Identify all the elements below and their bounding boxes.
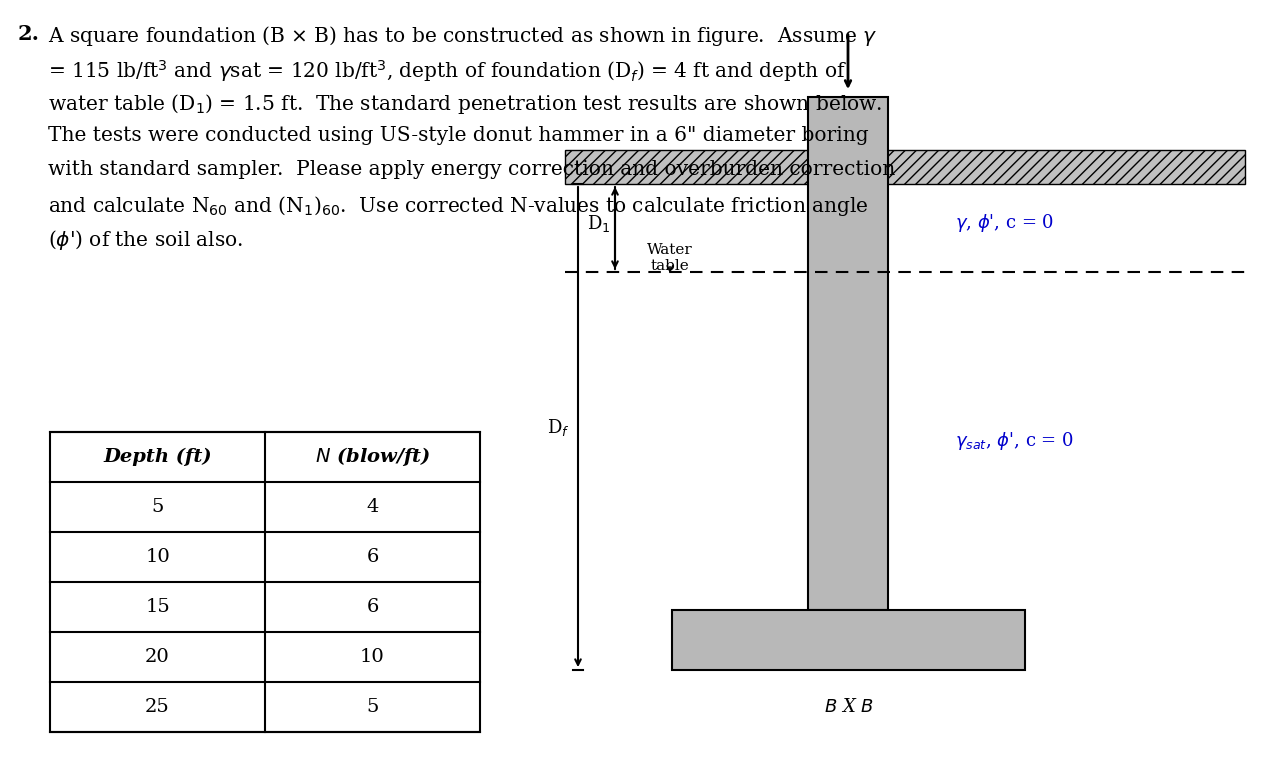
Text: 6: 6	[366, 548, 379, 566]
Text: D$_f$: D$_f$	[547, 417, 570, 437]
Bar	[808, 97, 887, 610]
Bar	[565, 150, 1244, 184]
Text: 15: 15	[146, 598, 170, 616]
Text: A square foundation (B $\times$ B) has to be constructed as shown in figure.  As: A square foundation (B $\times$ B) has t…	[48, 24, 877, 48]
Text: $N$ (blow/ft): $N$ (blow/ft)	[314, 446, 430, 469]
Text: table: table	[651, 259, 690, 273]
Text: Water: Water	[647, 243, 693, 257]
Text: Depth (ft): Depth (ft)	[104, 448, 211, 466]
Text: = 115 lb/ft$^3$ and $\gamma$sat = 120 lb/ft$^3$, depth of foundation (D$_f$) = 4: = 115 lb/ft$^3$ and $\gamma$sat = 120 lb…	[48, 58, 847, 84]
Text: water table (D$_1$) = 1.5 ft.  The standard penetration test results are shown b: water table (D$_1$) = 1.5 ft. The standa…	[48, 92, 882, 116]
Bar	[49, 432, 480, 732]
Text: The tests were conducted using US-style donut hammer in a 6" diameter boring: The tests were conducted using US-style …	[48, 126, 868, 145]
Text: ($\phi$') of the soil also.: ($\phi$') of the soil also.	[48, 228, 243, 252]
Text: and calculate N$_{60}$ and (N$_1$)$_{60}$.  Use corrected N-values to calculate : and calculate N$_{60}$ and (N$_1$)$_{60}…	[48, 194, 868, 218]
Text: 20: 20	[146, 648, 170, 666]
Bar	[672, 610, 1025, 670]
Text: 4: 4	[366, 498, 379, 516]
Text: 6: 6	[366, 598, 379, 616]
Text: 25: 25	[146, 698, 170, 716]
Text: with standard sampler.  Please apply energy correction and overburden correction: with standard sampler. Please apply ener…	[48, 160, 895, 179]
Text: 10: 10	[146, 548, 170, 566]
Text: $B$ X $B$: $B$ X $B$	[824, 698, 874, 716]
Text: 5: 5	[152, 498, 163, 516]
Text: $\gamma_{sat}$, $\phi$', c = 0: $\gamma_{sat}$, $\phi$', c = 0	[955, 430, 1074, 452]
Text: 2.: 2.	[18, 24, 41, 44]
Text: 10: 10	[360, 648, 385, 666]
Text: $\gamma$, $\phi$', c = 0: $\gamma$, $\phi$', c = 0	[955, 212, 1055, 234]
Text: 5: 5	[366, 698, 379, 716]
Text: D$_1$: D$_1$	[586, 213, 610, 233]
